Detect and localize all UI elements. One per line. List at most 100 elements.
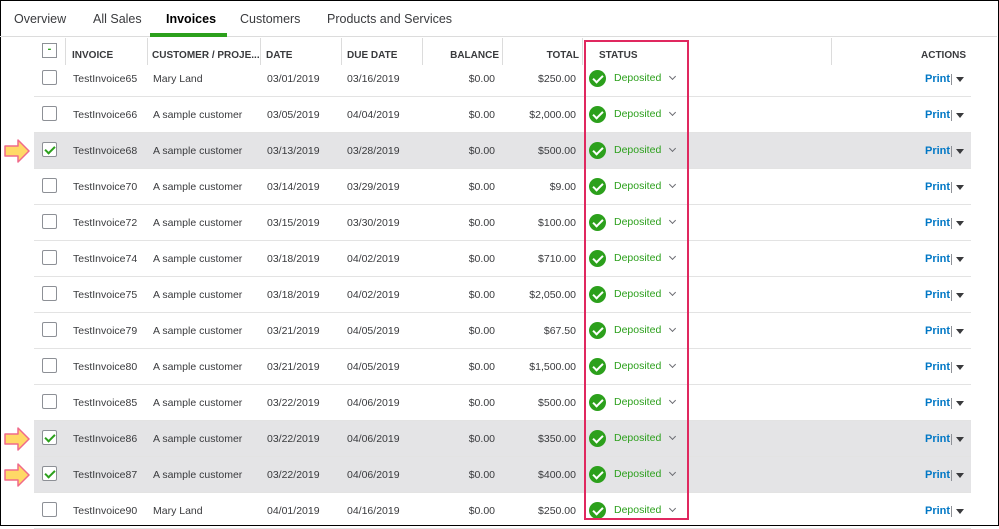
row-checkbox[interactable]	[42, 106, 57, 121]
invoice-number[interactable]: TestInvoice87	[73, 469, 138, 481]
customer-name[interactable]: Mary Land	[153, 73, 203, 85]
print-button[interactable]: Print	[925, 433, 951, 445]
caret-down-icon[interactable]	[956, 293, 964, 298]
column-divider[interactable]	[260, 38, 261, 65]
tab-all-sales[interactable]: All Sales	[93, 12, 142, 26]
caret-down-icon[interactable]	[956, 329, 964, 334]
column-header-balance[interactable]: BALANCE	[450, 50, 499, 61]
column-header-customer[interactable]: CUSTOMER / PROJE...	[152, 50, 260, 61]
customer-name[interactable]: A sample customer	[153, 397, 243, 409]
status-dropdown[interactable]: Deposited	[614, 288, 662, 300]
customer-name[interactable]: A sample customer	[153, 325, 243, 337]
table-row[interactable]: TestInvoice85 A sample customer 03/22/2019…	[34, 385, 971, 421]
customer-name[interactable]: A sample customer	[153, 469, 243, 481]
column-divider[interactable]	[582, 38, 583, 65]
print-button[interactable]: Print	[925, 289, 951, 301]
print-button[interactable]: Print	[925, 361, 951, 373]
tab-customers[interactable]: Customers	[240, 12, 301, 26]
row-checkbox[interactable]	[42, 430, 57, 445]
print-button[interactable]: Print	[925, 505, 951, 517]
row-checkbox[interactable]	[42, 502, 57, 517]
customer-name[interactable]: A sample customer	[153, 181, 243, 193]
status-dropdown[interactable]: Deposited	[614, 324, 662, 336]
status-dropdown[interactable]: Deposited	[614, 180, 662, 192]
status-dropdown[interactable]: Deposited	[614, 396, 662, 408]
customer-name[interactable]: A sample customer	[153, 109, 243, 121]
customer-name[interactable]: A sample customer	[153, 361, 243, 373]
invoice-number[interactable]: TestInvoice80	[73, 361, 138, 373]
status-dropdown[interactable]: Deposited	[614, 360, 662, 372]
row-checkbox[interactable]	[42, 394, 57, 409]
caret-down-icon[interactable]	[956, 113, 964, 118]
caret-down-icon[interactable]	[956, 149, 964, 154]
print-button[interactable]: Print	[925, 325, 951, 337]
row-checkbox[interactable]	[42, 250, 57, 265]
status-dropdown[interactable]: Deposited	[614, 72, 662, 84]
invoice-number[interactable]: TestInvoice66	[73, 109, 138, 121]
customer-name[interactable]: A sample customer	[153, 433, 243, 445]
caret-down-icon[interactable]	[956, 437, 964, 442]
column-divider[interactable]	[65, 38, 66, 65]
invoice-number[interactable]: TestInvoice90	[73, 505, 138, 517]
invoice-number[interactable]: TestInvoice65	[73, 73, 138, 85]
caret-down-icon[interactable]	[956, 509, 964, 514]
invoice-number[interactable]: TestInvoice79	[73, 325, 138, 337]
caret-down-icon[interactable]	[956, 473, 964, 478]
print-button[interactable]: Print	[925, 181, 951, 193]
invoice-number[interactable]: TestInvoice70	[73, 181, 138, 193]
row-checkbox[interactable]	[42, 214, 57, 229]
row-checkbox[interactable]	[42, 322, 57, 337]
column-divider[interactable]	[341, 38, 342, 65]
caret-down-icon[interactable]	[956, 221, 964, 226]
invoice-number[interactable]: TestInvoice68	[73, 145, 138, 157]
caret-down-icon[interactable]	[956, 77, 964, 82]
table-row[interactable]: TestInvoice74 A sample customer 03/18/2019…	[34, 241, 971, 277]
select-all-checkbox[interactable]: -	[42, 43, 57, 58]
print-button[interactable]: Print	[925, 397, 951, 409]
status-dropdown[interactable]: Deposited	[614, 468, 662, 480]
row-checkbox[interactable]	[42, 178, 57, 193]
table-row[interactable]: TestInvoice79 A sample customer 03/21/2019…	[34, 313, 971, 349]
customer-name[interactable]: Mary Land	[153, 505, 203, 517]
invoice-number[interactable]: TestInvoice72	[73, 217, 138, 229]
customer-name[interactable]: A sample customer	[153, 217, 243, 229]
row-checkbox[interactable]	[42, 286, 57, 301]
table-row[interactable]: TestInvoice72 A sample customer 03/15/2019…	[34, 205, 971, 241]
table-row[interactable]: TestInvoice68 A sample customer 03/13/2019…	[34, 133, 971, 169]
invoice-number[interactable]: TestInvoice85	[73, 397, 138, 409]
column-divider[interactable]	[422, 38, 423, 65]
caret-down-icon[interactable]	[956, 365, 964, 370]
table-row[interactable]: TestInvoice87 A sample customer 03/22/2019…	[34, 457, 971, 493]
table-row[interactable]: TestInvoice90 Mary Land 04/01/2019 04/16/20…	[34, 493, 971, 529]
table-row[interactable]: TestInvoice86 A sample customer 03/22/2019…	[34, 421, 971, 457]
status-dropdown[interactable]: Deposited	[614, 504, 662, 516]
table-row[interactable]: TestInvoice70 A sample customer 03/14/2019…	[34, 169, 971, 205]
caret-down-icon[interactable]	[956, 185, 964, 190]
invoice-number[interactable]: TestInvoice86	[73, 433, 138, 445]
row-checkbox[interactable]	[42, 358, 57, 373]
status-dropdown[interactable]: Deposited	[614, 252, 662, 264]
caret-down-icon[interactable]	[956, 257, 964, 262]
column-header-status[interactable]: STATUS	[599, 50, 638, 61]
customer-name[interactable]: A sample customer	[153, 253, 243, 265]
print-button[interactable]: Print	[925, 253, 951, 265]
column-header-due-date[interactable]: DUE DATE	[347, 50, 398, 61]
column-divider[interactable]	[502, 38, 503, 65]
status-dropdown[interactable]: Deposited	[614, 432, 662, 444]
print-button[interactable]: Print	[925, 469, 951, 481]
column-header-total[interactable]: TOTAL	[546, 50, 579, 61]
column-header-date[interactable]: DATE	[266, 50, 293, 61]
print-button[interactable]: Print	[925, 217, 951, 229]
invoice-number[interactable]: TestInvoice75	[73, 289, 138, 301]
tab-products-and-services[interactable]: Products and Services	[327, 12, 453, 26]
print-button[interactable]: Print	[925, 109, 951, 121]
column-header-invoice[interactable]: INVOICE	[72, 50, 114, 61]
table-row[interactable]: TestInvoice66 A sample customer 03/05/2019…	[34, 97, 971, 133]
print-button[interactable]: Print	[925, 145, 951, 157]
caret-down-icon[interactable]	[956, 401, 964, 406]
status-dropdown[interactable]: Deposited	[614, 144, 662, 156]
print-button[interactable]: Print	[925, 73, 951, 85]
column-divider[interactable]	[831, 38, 832, 65]
customer-name[interactable]: A sample customer	[153, 289, 243, 301]
table-row[interactable]: TestInvoice80 A sample customer 03/21/2019…	[34, 349, 971, 385]
